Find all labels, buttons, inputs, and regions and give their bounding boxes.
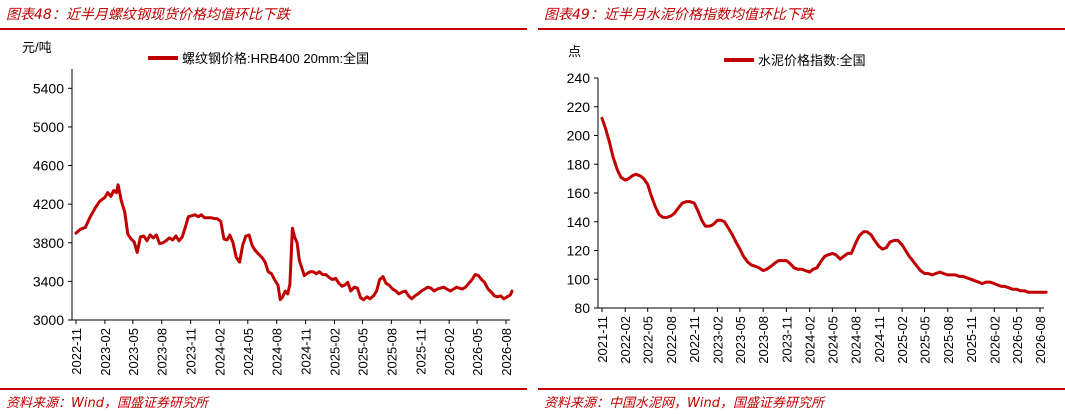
- x-tick-label: 2025-08: [941, 316, 956, 364]
- x-tick-label: 2022-08: [664, 316, 679, 364]
- x-tick-label: 2021-11: [595, 316, 610, 363]
- source-rule: [0, 388, 527, 390]
- title-rule: [538, 28, 1065, 30]
- y-tick-label: 120: [567, 243, 591, 259]
- x-tick-label: 2022-05: [641, 316, 656, 364]
- x-tick-label: 2024-11: [299, 328, 314, 375]
- x-tick-label: 2024-02: [803, 316, 818, 364]
- y-tick-label: 220: [567, 99, 591, 115]
- x-tick-label: 2024-05: [241, 328, 256, 376]
- steel-price-chart: 元/吨 3000 3400 3800 4200 4600 5000 5400 2022-11 20…: [22, 40, 514, 376]
- series-line: [74, 183, 514, 302]
- x-tick-label: 2026-02: [987, 316, 1002, 364]
- x-tick-label: 2025-11: [413, 328, 428, 375]
- x-tick-label: 2023-02: [98, 328, 113, 376]
- y-tick-label: 3400: [33, 273, 64, 289]
- y-tick-label: 4200: [33, 196, 64, 212]
- x-tick-label: 2025-08: [384, 328, 399, 376]
- x-tick-label: 2026-08: [1033, 316, 1048, 364]
- y-tick-label: 180: [567, 156, 591, 172]
- y-tick-label: 200: [567, 128, 591, 144]
- source-note: 资料来源：Wind，国盛证券研究所: [6, 396, 208, 411]
- x-tick-label: 2026-05: [470, 328, 485, 376]
- x-tick-label: 2025-05: [918, 316, 933, 364]
- x-tick-label: 2026-02: [442, 328, 457, 376]
- x-tick-label: 2024-05: [825, 316, 840, 364]
- x-tick-label: 2023-08: [155, 328, 170, 376]
- x-tick-label: 2023-05: [126, 328, 141, 376]
- source-rule: [538, 388, 1065, 390]
- x-tick-label: 2025-02: [895, 316, 910, 364]
- x-tick-label: 2025-11: [964, 316, 979, 363]
- y-tick-label: 3800: [33, 235, 64, 251]
- legend-label: 螺纹钢价格:HRB400 20mm:全国: [182, 51, 369, 66]
- y-tick-label: 160: [567, 185, 591, 201]
- y-tick-label: 5000: [33, 119, 64, 135]
- x-tick-label: 2023-02: [710, 316, 725, 364]
- figure-title: 图表48：近半月螺纹钢现货价格均值环比下跌: [6, 7, 290, 23]
- x-tick-label: 2022-11: [69, 328, 84, 375]
- x-tick-label: 2025-02: [328, 328, 343, 376]
- x-tick-label: 2022-11: [687, 316, 702, 363]
- legend: 水泥价格指数:全国: [724, 53, 866, 68]
- title-rule: [0, 28, 527, 30]
- chart-panel-cement: 图表49：近半月水泥价格指数均值环比下跌 点 80 100 120 140 160 180 2…: [538, 0, 1065, 414]
- y-tick-label: 3000: [33, 312, 64, 328]
- y-tick-label: 100: [567, 271, 591, 287]
- y-tick-label: 4600: [33, 158, 64, 174]
- legend: 螺纹钢价格:HRB400 20mm:全国: [148, 51, 369, 66]
- x-tick-label: 2023-08: [756, 316, 771, 364]
- cement-index-chart: 点 80 100 120 140 160 180 200 220 240 2021-11 2022-0…: [567, 44, 1048, 364]
- y-axis-title: 元/吨: [22, 40, 52, 55]
- x-tick-label: 2024-08: [270, 328, 285, 376]
- y-tick-label: 240: [567, 70, 591, 86]
- x-tick-label: 2024-08: [849, 316, 864, 364]
- y-tick-label: 80: [574, 300, 590, 316]
- y-tick-label: 140: [567, 214, 591, 230]
- x-tick-label: 2024-02: [213, 328, 228, 376]
- x-tick-label: 2022-02: [618, 316, 633, 364]
- x-tick-label: 2023-05: [733, 316, 748, 364]
- y-axis-title: 点: [568, 44, 581, 59]
- series-line: [600, 116, 1048, 294]
- x-tick-label: 2023-11: [184, 328, 199, 375]
- x-tick-label: 2024-11: [872, 316, 887, 363]
- source-note: 资料来源：中国水泥网，Wind，国盛证券研究所: [544, 396, 824, 411]
- y-tick-label: 5400: [33, 80, 64, 96]
- x-tick-label: 2026-08: [499, 328, 514, 376]
- chart-panel-steel: 图表48：近半月螺纹钢现货价格均值环比下跌 元/吨 3000 3400 3800 420…: [0, 0, 527, 414]
- figure-title: 图表49：近半月水泥价格指数均值环比下跌: [544, 7, 814, 23]
- x-tick-label: 2025-05: [355, 328, 370, 376]
- x-tick-label: 2026-05: [1010, 316, 1025, 364]
- x-tick-label: 2023-11: [779, 316, 794, 363]
- legend-label: 水泥价格指数:全国: [758, 53, 866, 68]
